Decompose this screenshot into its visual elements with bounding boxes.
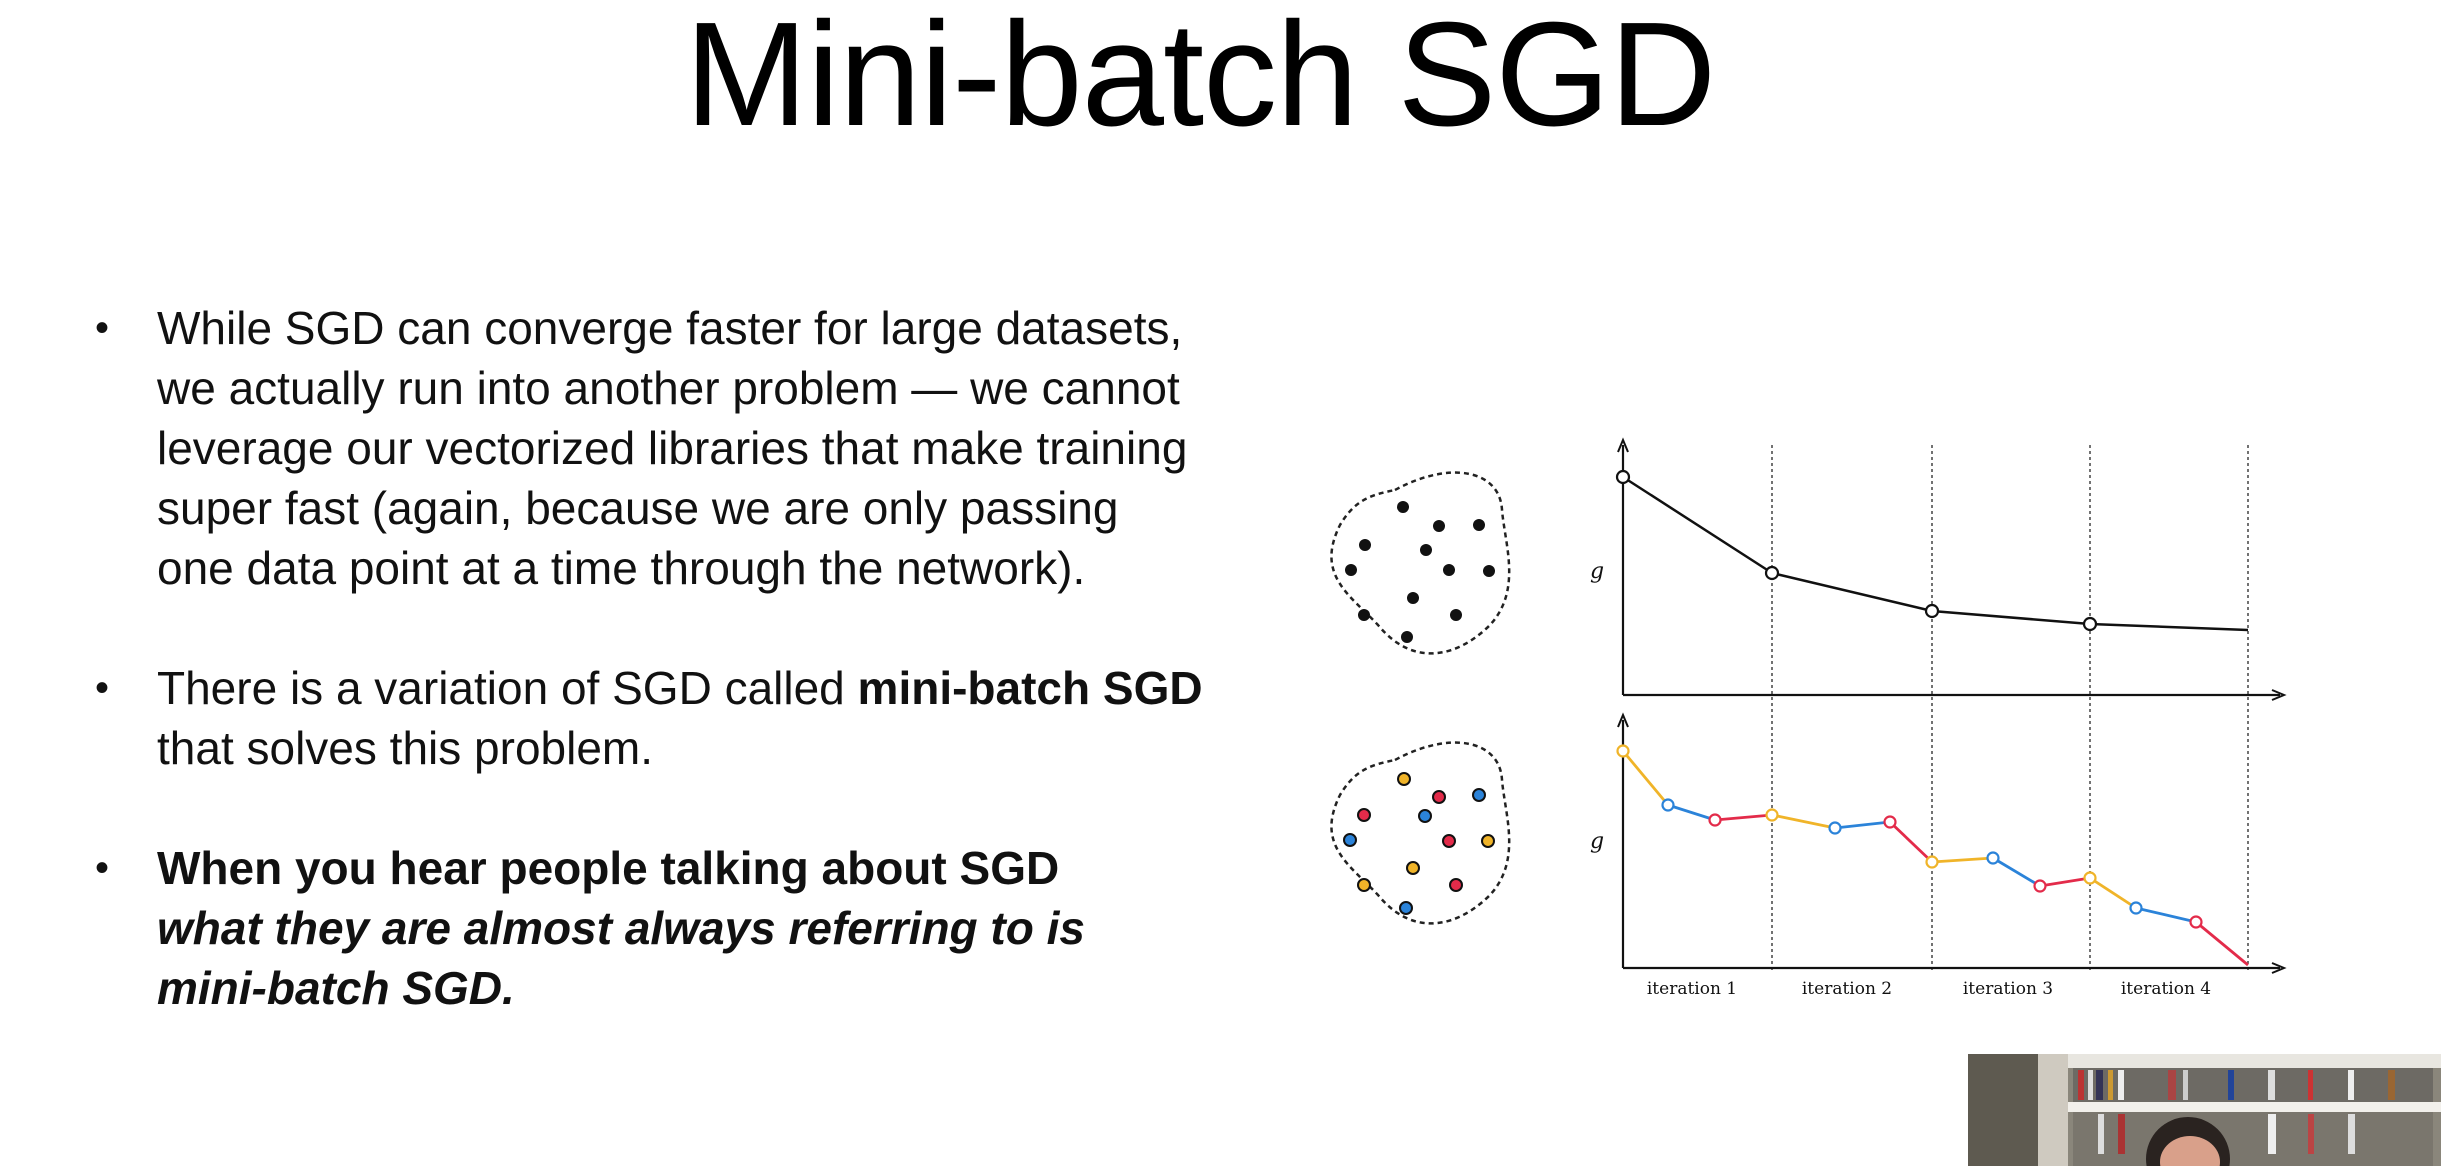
bullet-list: While SGD can converge faster for large …: [95, 298, 1205, 1018]
top-y-label: g: [1590, 559, 1604, 584]
minibatch-dot-red: [1357, 808, 1371, 822]
batch-dot: [1483, 565, 1495, 577]
curve-segment-blue: [2135, 906, 2197, 924]
curve-segment-red: [1889, 820, 1933, 864]
curve-point-red: [1708, 813, 1722, 827]
sgd-figure: g g: [1330, 437, 2287, 999]
bullet-item-2: There is a variation of SGD called mini-…: [95, 658, 1205, 778]
curve-point-orange: [1765, 808, 1779, 822]
batch-dot: [1450, 609, 1462, 621]
bottom-x-arrow: [2271, 962, 2287, 974]
minibatch-dot-red: [1432, 790, 1446, 804]
curve-point-orange: [2083, 871, 2097, 885]
iteration-label-3: iteration 3: [1963, 979, 2053, 999]
batch-dot: [1473, 519, 1485, 531]
minibatch-dot-blue: [1418, 809, 1432, 823]
bullet-text-2-pre: There is a variation of SGD called: [157, 662, 858, 714]
minibatch-dot-blue: [1472, 788, 1486, 802]
top-curve-point: [2082, 616, 2098, 632]
bottom-y-label: g: [1590, 829, 1604, 854]
full-batch-blob: [1330, 471, 1511, 655]
minibatch-dot-blue: [1343, 833, 1357, 847]
bullet-text-3-line1: When you hear people talking about SGD: [157, 842, 1060, 894]
bullet-text-3-line2: what they are almost always referring to…: [157, 902, 1085, 1014]
curve-segment-blue: [1667, 803, 1716, 822]
top-x-arrow: [2271, 689, 2287, 701]
bottom-loss-curve: [1621, 750, 2249, 967]
bullet-text-2-post: that solves this problem.: [157, 722, 654, 774]
curve-segment-orange: [1931, 856, 1994, 864]
curve-segment-blue: [1992, 856, 2041, 888]
webcam-feed-icon: [1968, 1054, 2441, 1166]
curve-point-blue: [2129, 901, 2143, 915]
batch-dot: [1401, 631, 1413, 643]
webcam-feed: [1968, 1054, 2441, 1166]
batch-dot: [1407, 592, 1419, 604]
minibatch-dot-orange: [1357, 878, 1371, 892]
batch-dot: [1397, 501, 1409, 513]
curve-segment-red: [2195, 920, 2249, 967]
batch-dot: [1345, 564, 1357, 576]
curve-point-orange: [1925, 855, 1939, 869]
minibatch-dot-orange: [1481, 834, 1495, 848]
top-curve-point: [1924, 603, 1940, 619]
minibatch-dot-red: [1442, 834, 1456, 848]
curve-segment-orange: [1771, 813, 1836, 830]
curve-segment-red: [2039, 876, 2091, 888]
batch-dot: [1359, 539, 1371, 551]
curve-point-blue: [1828, 821, 1842, 835]
curve-point-red: [1883, 815, 1897, 829]
curve-segment-orange: [2089, 876, 2137, 910]
batch-dot: [1420, 544, 1432, 556]
bullet-text-1: While SGD can converge faster for large …: [157, 302, 1188, 594]
minibatch-dot-blue: [1399, 901, 1413, 915]
minibatch-dot-red: [1449, 878, 1463, 892]
minibatch-dot-orange: [1406, 861, 1420, 875]
batch-dot: [1433, 520, 1445, 532]
bullet-item-1: While SGD can converge faster for large …: [95, 298, 1205, 598]
batch-dot: [1443, 564, 1455, 576]
curve-segment-orange: [1621, 750, 1670, 806]
top-curve-point: [1615, 469, 1631, 485]
iteration-label-1: iteration 1: [1647, 979, 1737, 999]
curve-point-blue: [1986, 851, 2000, 865]
mini-batch-blob: [1330, 741, 1511, 925]
curve-segment-red: [1714, 813, 1773, 822]
curve-point-red: [2189, 915, 2203, 929]
curve-point-blue: [1661, 798, 1675, 812]
bottom-y-arrow: [1617, 712, 1629, 728]
slide-title: Mini-batch SGD: [684, 0, 1717, 157]
bullet-item-3: When you hear people talking about SGD w…: [95, 838, 1205, 1018]
bullet-text-2-bold: mini-batch SGD: [857, 662, 1203, 714]
iteration-label-2: iteration 2: [1802, 979, 1892, 999]
bottom-plot-axes: [1621, 720, 2280, 970]
top-plot-axes: [1621, 445, 2280, 697]
batch-dot: [1358, 609, 1370, 621]
iteration-label-4: iteration 4: [2121, 979, 2211, 999]
top-curve-point: [1764, 565, 1780, 581]
minibatch-dot-orange: [1397, 772, 1411, 786]
curve-segment-blue: [1834, 820, 1891, 830]
iteration-separators: [1771, 445, 2249, 970]
top-y-arrow: [1617, 437, 1629, 453]
curve-point-orange: [1616, 744, 1630, 758]
curve-point-red: [2033, 879, 2047, 893]
